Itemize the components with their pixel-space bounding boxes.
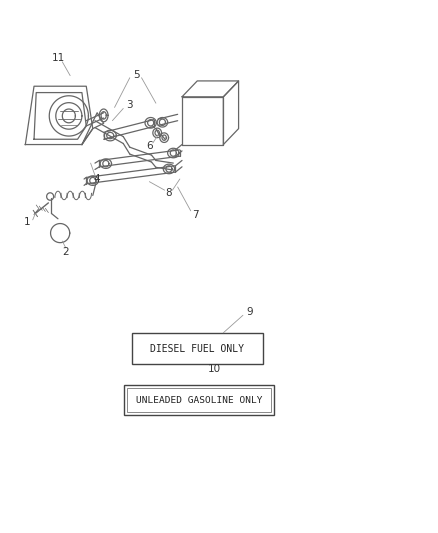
Bar xyxy=(127,389,272,412)
Text: 5: 5 xyxy=(133,70,140,79)
Bar xyxy=(132,333,262,364)
Text: UNLEADED GASOLINE ONLY: UNLEADED GASOLINE ONLY xyxy=(136,395,263,405)
Text: 11: 11 xyxy=(51,53,64,63)
Text: 1: 1 xyxy=(23,217,30,228)
Text: 8: 8 xyxy=(166,188,172,198)
Text: 9: 9 xyxy=(246,306,253,317)
Text: 6: 6 xyxy=(146,141,153,151)
Text: 2: 2 xyxy=(63,247,69,257)
Text: 4: 4 xyxy=(94,174,100,184)
Text: 7: 7 xyxy=(192,209,198,220)
Text: 10: 10 xyxy=(208,364,221,374)
Text: 3: 3 xyxy=(127,100,133,110)
Bar xyxy=(124,385,275,416)
Text: DIESEL FUEL ONLY: DIESEL FUEL ONLY xyxy=(150,344,244,354)
